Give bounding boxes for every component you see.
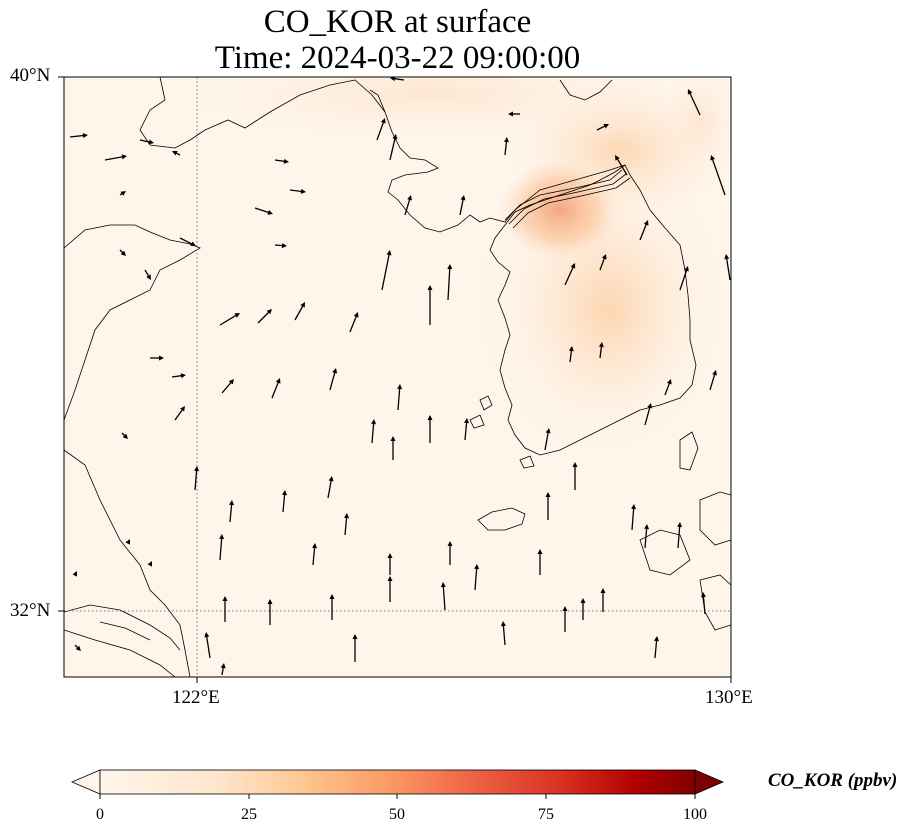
lon-tick-130e: 130°E: [705, 687, 753, 708]
lat-tick-40n: 40°N: [10, 65, 51, 86]
colorbar-tick-75: 75: [538, 806, 554, 823]
co-concentration-field: [170, 77, 731, 460]
colorbar-extend-max: [694, 769, 725, 795]
map-title-line2: Time: 2024-03-22 09:00:00: [214, 40, 581, 76]
map-frame: [63, 76, 732, 678]
colorbar: [70, 769, 725, 799]
map-title-line1: CO_KOR at surface: [263, 4, 532, 40]
colorbar-gradient: [100, 770, 695, 794]
colorbar-tick-0: 0: [96, 806, 104, 823]
lat-tick-32n: 32°N: [10, 600, 51, 621]
colorbar-label: CO_KOR (ppbv): [768, 770, 898, 791]
colorbar-tick-50: 50: [389, 806, 405, 823]
wind-vectors: [69, 77, 731, 676]
gridlines: [64, 77, 731, 677]
colorbar-tick-25: 25: [241, 806, 257, 823]
border-lines: [504, 169, 631, 229]
colorbar-extend-min: [70, 769, 101, 795]
coastlines: [64, 77, 731, 677]
axis-tick-marks: [58, 76, 732, 683]
lon-tick-122e: 122°E: [172, 687, 220, 708]
colorbar-tick-100: 100: [683, 806, 707, 823]
